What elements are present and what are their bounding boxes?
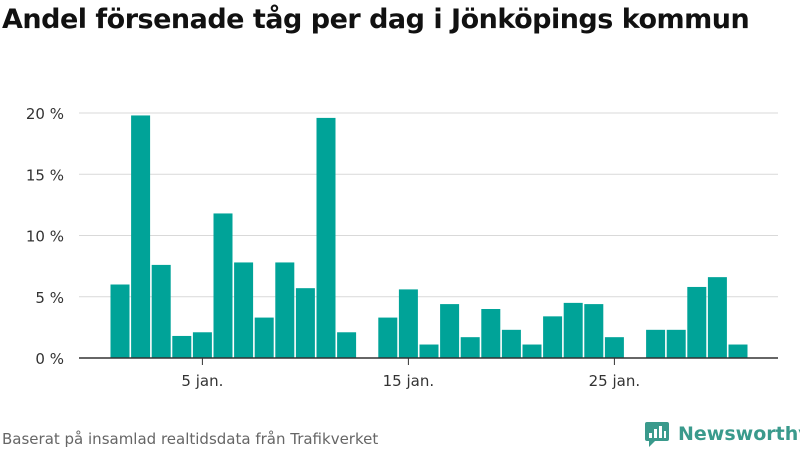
bar	[563, 302, 583, 358]
bar	[440, 304, 460, 358]
bar-chart: 0 % 5 % 10 % 15 % 20 % 5 jan. 15 jan. 25 jan.	[26, 105, 778, 390]
grid-lines	[79, 112, 778, 298]
y-tick-label: 10 %	[26, 228, 64, 246]
bar	[646, 329, 666, 358]
bar	[337, 332, 357, 358]
bar	[707, 277, 727, 358]
bar	[522, 344, 542, 358]
bar	[316, 117, 336, 359]
x-tick-label: 15 jan.	[383, 372, 435, 390]
bar	[398, 289, 418, 358]
brand-name: Newsworthy	[678, 423, 800, 445]
bar	[110, 284, 130, 358]
bar	[378, 317, 398, 358]
x-tick-label: 5 jan.	[181, 372, 223, 390]
bar	[254, 317, 274, 358]
bar	[481, 309, 501, 358]
bar	[213, 213, 233, 358]
bar	[460, 337, 480, 358]
bar	[419, 344, 439, 358]
bar	[501, 329, 521, 358]
axes: 0 % 5 % 10 % 15 % 20 % 5 jan. 15 jan. 25 jan.	[26, 105, 778, 390]
bar	[543, 316, 563, 358]
bars	[110, 115, 748, 359]
bar	[295, 288, 315, 358]
bar	[728, 344, 748, 358]
bar	[151, 264, 171, 358]
bar	[687, 286, 707, 358]
y-tick-label: 15 %	[26, 166, 64, 184]
brand-logo: Newsworthy	[644, 420, 800, 448]
bar	[192, 332, 212, 358]
source-note: Baserat på insamlad realtidsdata från Tr…	[2, 430, 379, 448]
bar	[604, 337, 624, 358]
bar	[666, 329, 686, 358]
y-tick-label: 20 %	[26, 105, 64, 123]
y-tick-label: 5 %	[35, 289, 64, 307]
bar	[234, 262, 254, 358]
bar	[172, 335, 192, 358]
chart-title: Andel försenade tåg per dag i Jönköpings…	[2, 4, 750, 35]
bar-chart-logo-icon	[645, 422, 669, 447]
x-tick-label: 25 jan.	[589, 372, 641, 390]
y-tick-label: 0 %	[35, 350, 64, 368]
bar	[584, 304, 604, 358]
bar	[131, 115, 151, 358]
bar	[275, 262, 295, 358]
